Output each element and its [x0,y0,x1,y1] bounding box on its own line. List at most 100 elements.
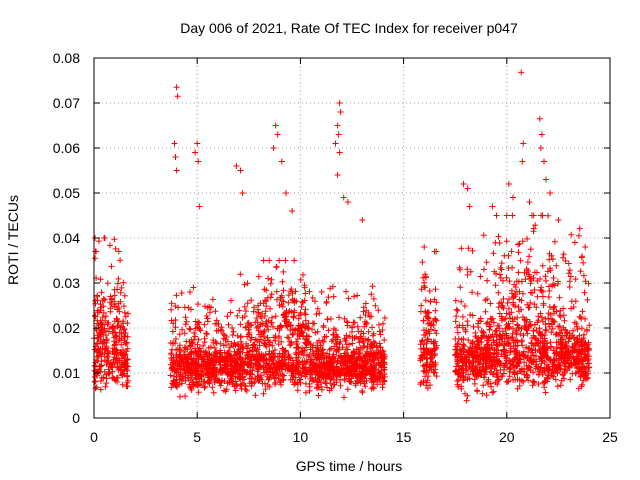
data-point [469,289,476,296]
data-point [483,259,490,266]
data-point [272,364,279,371]
x-tick-label: 5 [193,429,201,445]
data-point [273,288,280,295]
data-point [360,330,367,337]
data-point [265,337,272,344]
data-point [325,365,332,372]
x-tick-label: 25 [602,429,618,445]
data-point [288,308,295,315]
data-point [253,324,260,331]
data-point [302,290,309,297]
data-point [362,335,369,342]
data-point [181,344,188,351]
data-point [264,334,271,341]
data-point [261,328,268,334]
data-point [237,360,244,367]
data-point [272,381,278,388]
data-point [266,257,273,264]
data-point [362,300,369,307]
y-tick-label: 0.02 [53,320,80,336]
data-point [270,323,276,330]
data-point [522,276,529,283]
data-point [356,376,363,383]
data-point [276,257,283,264]
data-point [281,318,288,324]
data-point [256,342,263,349]
data-point [113,346,120,353]
data-point [176,355,183,362]
data-point [285,299,292,306]
data-point [265,326,272,333]
data-point [420,317,427,324]
data-point [204,315,211,322]
data-point [229,325,236,331]
data-point [255,302,262,309]
data-point [310,350,317,357]
data-point [240,345,247,351]
data-point [121,292,128,299]
data-point [362,318,368,325]
data-point [111,325,118,332]
data-point [565,270,572,277]
data-point [365,328,372,335]
data-point [257,355,264,362]
data-point [181,330,188,337]
data-point [341,315,348,322]
data-point [420,345,427,352]
data-point [95,238,102,245]
data-point [104,353,111,360]
data-point [254,361,261,368]
data-point [472,329,479,336]
data-point [335,358,341,365]
data-point [288,339,295,346]
data-point [359,369,366,376]
data-point [296,325,303,332]
data-point [268,276,275,283]
data-point [227,309,234,316]
data-point [261,340,268,347]
data-point [270,373,277,380]
data-point [313,311,320,318]
data-point [173,346,180,353]
data-point [261,286,268,293]
data-point [173,354,180,361]
data-point [545,212,552,219]
data-point [318,288,325,295]
data-point [313,347,320,354]
data-point [252,392,259,399]
data-point [377,344,384,351]
data-point [121,309,128,316]
data-point [351,371,358,378]
data-point [102,383,109,390]
data-point [291,257,298,264]
data-point [300,321,307,328]
data-point [417,357,424,364]
data-point [539,262,546,269]
data-point [302,306,309,313]
data-point [374,375,381,382]
data-point [195,301,201,308]
data-point [353,346,360,353]
data-point [121,350,128,357]
data-point [170,381,177,388]
data-point [349,340,356,347]
data-points [91,69,593,404]
data-point [267,294,274,301]
data-point [260,257,267,264]
data-point [432,327,438,334]
data-point [426,319,433,326]
data-point [227,344,233,351]
data-point [97,328,104,335]
data-point [357,314,364,321]
data-point [187,289,193,295]
data-point [508,309,515,316]
data-point [98,289,105,296]
x-axis-label: GPS time / hours [296,458,403,474]
data-point [108,263,115,270]
data-point [195,389,202,396]
data-point [307,356,314,363]
data-point [333,364,340,371]
data-point [220,342,227,349]
data-point [301,365,308,372]
